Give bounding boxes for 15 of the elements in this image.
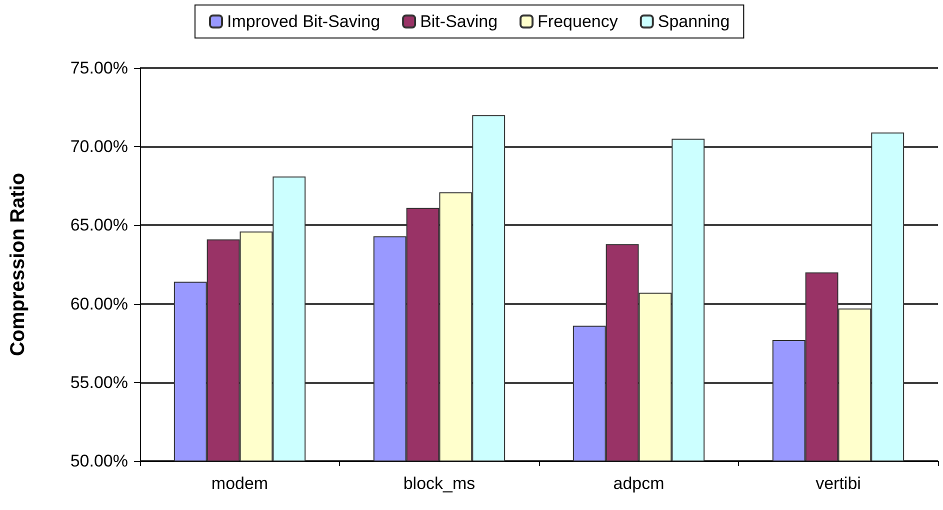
legend-label: Bit-Saving	[420, 12, 498, 31]
legend-label: Spanning	[658, 12, 730, 31]
y-tick-label: 75.00%	[70, 58, 128, 78]
y-tick-label: 70.00%	[70, 137, 128, 156]
x-tick-label: modem	[211, 474, 268, 493]
y-tick-label: 50.00%	[70, 452, 128, 470]
y-tick-label: 60.00%	[70, 294, 128, 314]
x-tick-label: block_ms	[403, 474, 476, 493]
legend-label: Improved Bit-Saving	[227, 12, 380, 31]
x-tick-label: vertibi	[816, 474, 861, 493]
y-axis-title: Compression Ratio	[7, 172, 29, 356]
legend-label: Frequency	[538, 12, 618, 31]
y-tick-label: 65.00%	[70, 216, 128, 235]
y-tick-label: 55.00%	[70, 372, 128, 392]
x-tick-label: adpcm	[613, 474, 664, 493]
